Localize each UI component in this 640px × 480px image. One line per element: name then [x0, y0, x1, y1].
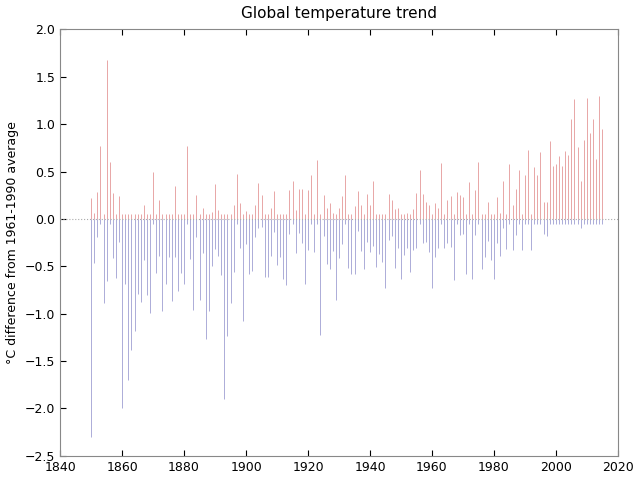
Y-axis label: °C difference from 1961-1990 average: °C difference from 1961-1990 average — [6, 121, 19, 364]
Title: Global temperature trend: Global temperature trend — [241, 6, 437, 21]
